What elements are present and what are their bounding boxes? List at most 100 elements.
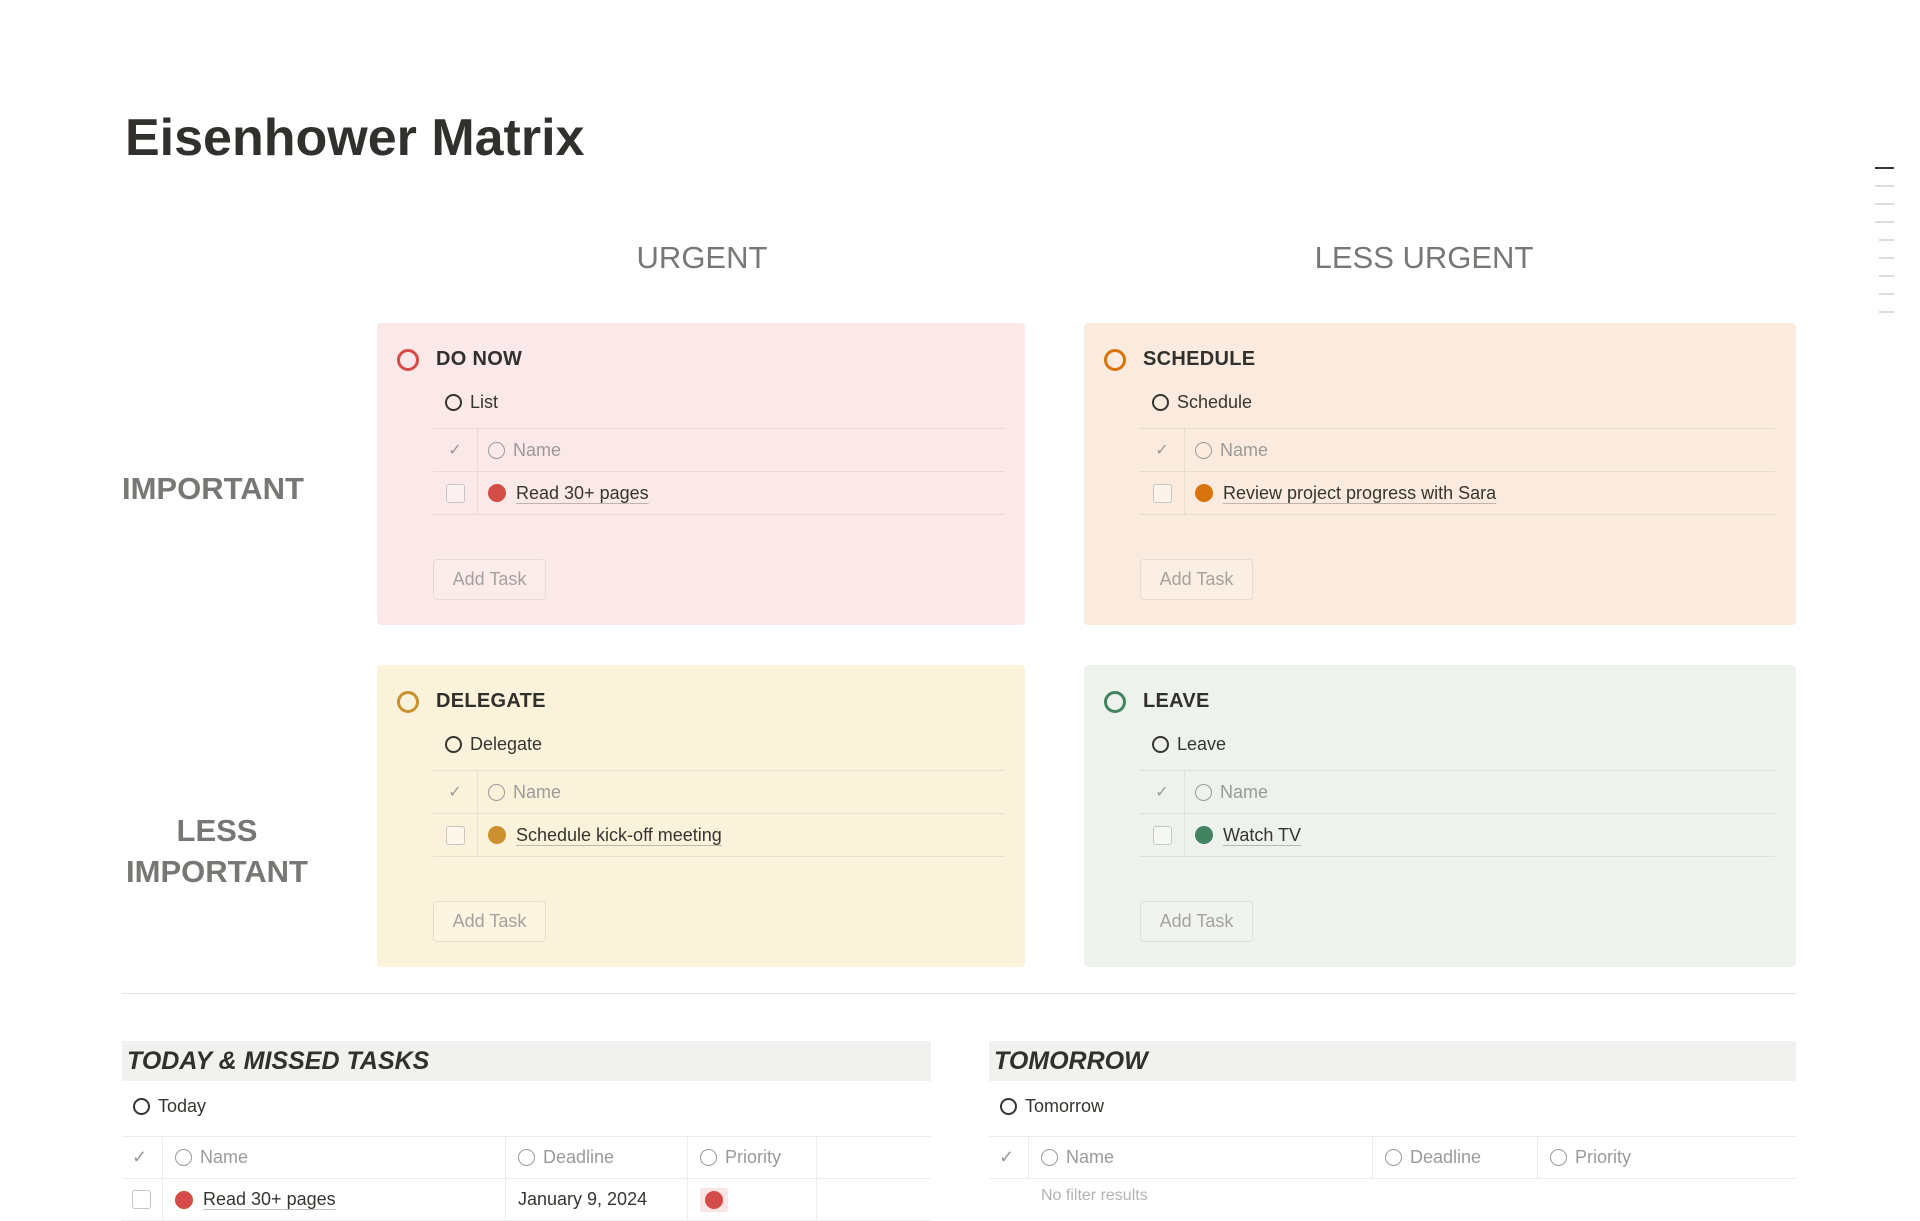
task-name[interactable]: Read 30+ pages <box>203 1189 336 1209</box>
add-task-button[interactable]: Add Task <box>1140 901 1253 942</box>
name-column-header[interactable]: Name <box>478 429 561 471</box>
today-heading: TODAY & MISSED TASKS <box>122 1041 931 1081</box>
view-tab[interactable]: Leave <box>1152 734 1226 755</box>
view-label: Schedule <box>1177 392 1253 412</box>
toc-marker[interactable] <box>1875 167 1894 169</box>
property-circle-icon <box>1041 1149 1058 1166</box>
checkbox-column-icon: ✓ <box>122 1137 163 1178</box>
name-column-header[interactable]: Name <box>163 1137 506 1178</box>
view-label: Today <box>158 1096 207 1116</box>
quadrant-circle-icon <box>1104 691 1126 713</box>
task-name[interactable]: Review project progress with Sara <box>1223 482 1497 503</box>
priority-dot-icon <box>1195 826 1213 844</box>
task-checkbox[interactable] <box>1152 825 1172 845</box>
table-header-row: ✓ Name <box>433 771 1004 814</box>
tomorrow-view-tab[interactable]: Tomorrow <box>1000 1096 1104 1117</box>
task-table: ✓ Name Read 30+ pages <box>433 428 1004 515</box>
property-circle-icon <box>518 1149 535 1166</box>
add-task-button[interactable]: Add Task <box>433 901 546 942</box>
table-header-row: ✓ Name Deadline Priority <box>122 1137 931 1179</box>
name-column-header[interactable]: Name <box>478 771 561 813</box>
page-title: Eisenhower Matrix <box>125 109 585 167</box>
toc-marker[interactable] <box>1875 185 1894 187</box>
priority-column-header[interactable]: Priority <box>1538 1137 1631 1178</box>
divider <box>122 993 1796 994</box>
task-checkbox[interactable] <box>132 1190 151 1209</box>
priority-badge-icon <box>705 1190 723 1209</box>
today-view-tab[interactable]: Today <box>133 1096 206 1117</box>
header-label: Name <box>1066 1147 1115 1167</box>
toc-marker[interactable] <box>1875 221 1894 223</box>
name-column-header[interactable]: Name <box>1185 429 1268 471</box>
view-circle-icon <box>133 1098 150 1115</box>
view-circle-icon <box>1000 1098 1017 1115</box>
row-header-less-important: LESS IMPORTANT <box>126 813 308 889</box>
quadrant-circle-icon <box>1104 349 1126 371</box>
table-header-row: ✓ Name <box>433 429 1004 472</box>
task-checkbox[interactable] <box>1152 483 1172 503</box>
quadrant-circle-icon <box>397 691 419 713</box>
task-deadline: January 9, 2024 <box>506 1179 688 1220</box>
property-circle-icon <box>1195 441 1212 459</box>
checkbox-column-icon: ✓ <box>989 1137 1029 1178</box>
task-name[interactable]: Watch TV <box>1223 824 1302 845</box>
property-circle-icon <box>175 1149 192 1166</box>
add-task-button[interactable]: Add Task <box>1140 559 1253 600</box>
name-column-header[interactable]: Name <box>1185 771 1268 813</box>
table-row[interactable]: Read 30+ pages January 9, 2024 <box>122 1179 931 1221</box>
table-row[interactable]: Review project progress with Sara <box>1140 472 1775 515</box>
property-circle-icon <box>1550 1149 1567 1166</box>
property-circle-icon <box>1385 1149 1402 1166</box>
deadline-column-header[interactable]: Deadline <box>506 1137 688 1178</box>
task-checkbox[interactable] <box>445 483 465 503</box>
toc-marker[interactable] <box>1879 239 1894 241</box>
toc-marker[interactable] <box>1875 203 1894 205</box>
view-circle-icon <box>445 394 462 411</box>
toc-marker[interactable] <box>1879 257 1894 259</box>
priority-column-header[interactable]: Priority <box>688 1137 817 1178</box>
table-row[interactable]: Watch TV <box>1140 814 1775 857</box>
quadrant-title: DO NOW <box>436 348 523 370</box>
task-name[interactable]: Read 30+ pages <box>516 482 649 503</box>
task-table: ✓ Name Schedule kick-off meeting <box>433 770 1004 857</box>
view-tab[interactable]: Schedule <box>1152 392 1252 413</box>
toc-marker[interactable] <box>1879 293 1894 295</box>
view-tab[interactable]: List <box>445 392 498 413</box>
task-checkbox[interactable] <box>445 825 465 845</box>
checkbox-column-icon: ✓ <box>433 771 478 813</box>
priority-dot-icon <box>488 484 506 502</box>
quadrant-schedule: SCHEDULE Schedule ✓ Name Review project … <box>1084 323 1796 625</box>
quadrant-title: LEAVE <box>1143 690 1210 712</box>
view-tab[interactable]: Delegate <box>445 734 542 755</box>
empty-state: No filter results <box>1041 1187 1148 1204</box>
name-header-label: Name <box>513 439 562 460</box>
checkbox-column-icon: ✓ <box>433 429 478 471</box>
table-row[interactable]: Read 30+ pages <box>433 472 1004 515</box>
checkbox-column-icon: ✓ <box>1140 429 1185 471</box>
task-table: ✓ Name Watch TV <box>1140 770 1775 857</box>
property-circle-icon <box>1195 783 1212 801</box>
name-header-label: Name <box>1220 781 1269 802</box>
deadline-column-header[interactable]: Deadline <box>1373 1137 1538 1178</box>
header-label: Deadline <box>1410 1147 1482 1167</box>
name-header-label: Name <box>1220 439 1269 460</box>
task-name[interactable]: Schedule kick-off meeting <box>516 824 722 845</box>
quadrant-circle-icon <box>397 349 419 371</box>
priority-dot-icon <box>488 826 506 844</box>
table-row[interactable]: Schedule kick-off meeting <box>433 814 1004 857</box>
view-label: Delegate <box>470 734 543 754</box>
toc-marker[interactable] <box>1879 311 1894 313</box>
header-label: Priority <box>725 1147 782 1167</box>
tomorrow-table: ✓ Name Deadline Priority No filter resul… <box>989 1136 1796 1205</box>
column-header-urgent: URGENT <box>636 240 768 275</box>
row-header-important: IMPORTANT <box>122 471 304 506</box>
view-label: List <box>470 392 499 412</box>
add-task-button[interactable]: Add Task <box>433 559 546 600</box>
priority-dot-icon <box>1195 484 1213 502</box>
toc-marker[interactable] <box>1879 275 1894 277</box>
name-column-header[interactable]: Name <box>1029 1137 1373 1178</box>
priority-dot-icon <box>175 1190 193 1209</box>
header-label: Name <box>200 1147 249 1167</box>
quadrant-title: DELEGATE <box>436 690 546 712</box>
header-label: Deadline <box>543 1147 615 1167</box>
